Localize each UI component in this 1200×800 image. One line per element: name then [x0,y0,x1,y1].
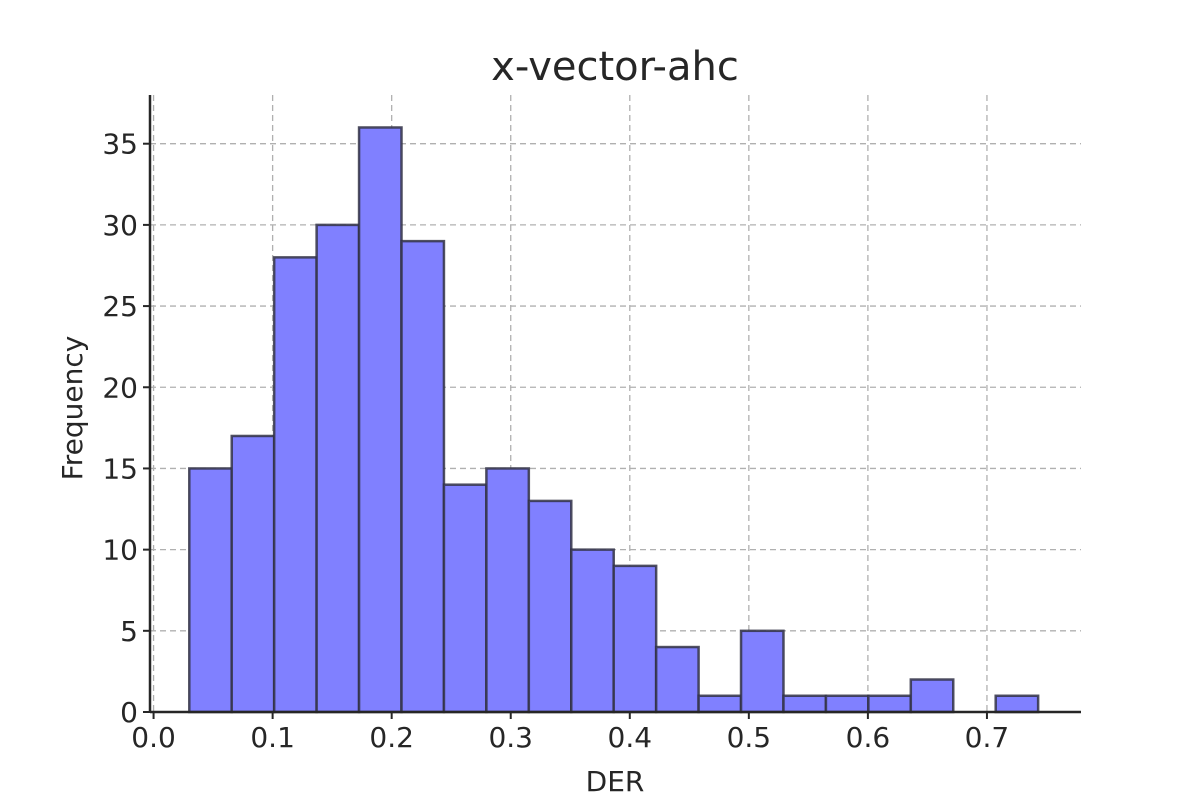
y-tick-label: 0 [120,696,138,729]
y-tick-label: 10 [102,534,138,567]
histogram-bar [272,256,318,714]
x-tick-label: 0.2 [369,721,414,754]
x-tick-label: 0.7 [965,721,1010,754]
histogram-bar [315,223,361,714]
histogram-bar [442,483,488,714]
x-axis-label: DER [586,765,645,798]
histogram-bar [782,694,828,714]
histogram-bar [697,694,743,714]
y-axis-label: Frequency [56,336,89,481]
ticks: 0.0 0.1 0.2 0.3 0.4 0.5 0.6 0.7 0 5 10 15 20 25 30 35 [102,128,1009,754]
histogram-bar [739,629,785,714]
histogram-bar [612,564,658,714]
x-tick-label: 0.6 [846,721,891,754]
y-tick-label: 35 [102,128,138,161]
histogram-bar [654,645,700,714]
chart-title: x-vector-ahc [491,44,739,90]
histogram-bar [570,548,615,714]
histogram-bar [400,239,446,714]
histogram-bar [188,467,233,714]
histogram-bar [357,126,403,714]
x-tick-label: 0.5 [727,721,772,754]
histogram-bar [867,694,913,714]
x-tick-label: 0.3 [488,721,533,754]
y-tick-label: 30 [102,209,138,242]
y-tick-label: 25 [102,290,138,323]
y-tick-label: 5 [120,615,138,648]
histogram-bar [230,434,276,714]
histogram-bar [527,499,573,714]
bars [188,126,1040,714]
y-tick-label: 20 [102,371,138,404]
histogram-bar [909,678,955,714]
y-tick-label: 15 [102,452,138,485]
histogram-bar [485,467,531,714]
x-tick-label: 0.0 [131,721,176,754]
histogram-bar [824,694,870,714]
axes [148,95,1081,714]
histogram-bar [994,694,1040,714]
x-tick-label: 0.4 [608,721,653,754]
x-tick-label: 0.1 [250,721,295,754]
